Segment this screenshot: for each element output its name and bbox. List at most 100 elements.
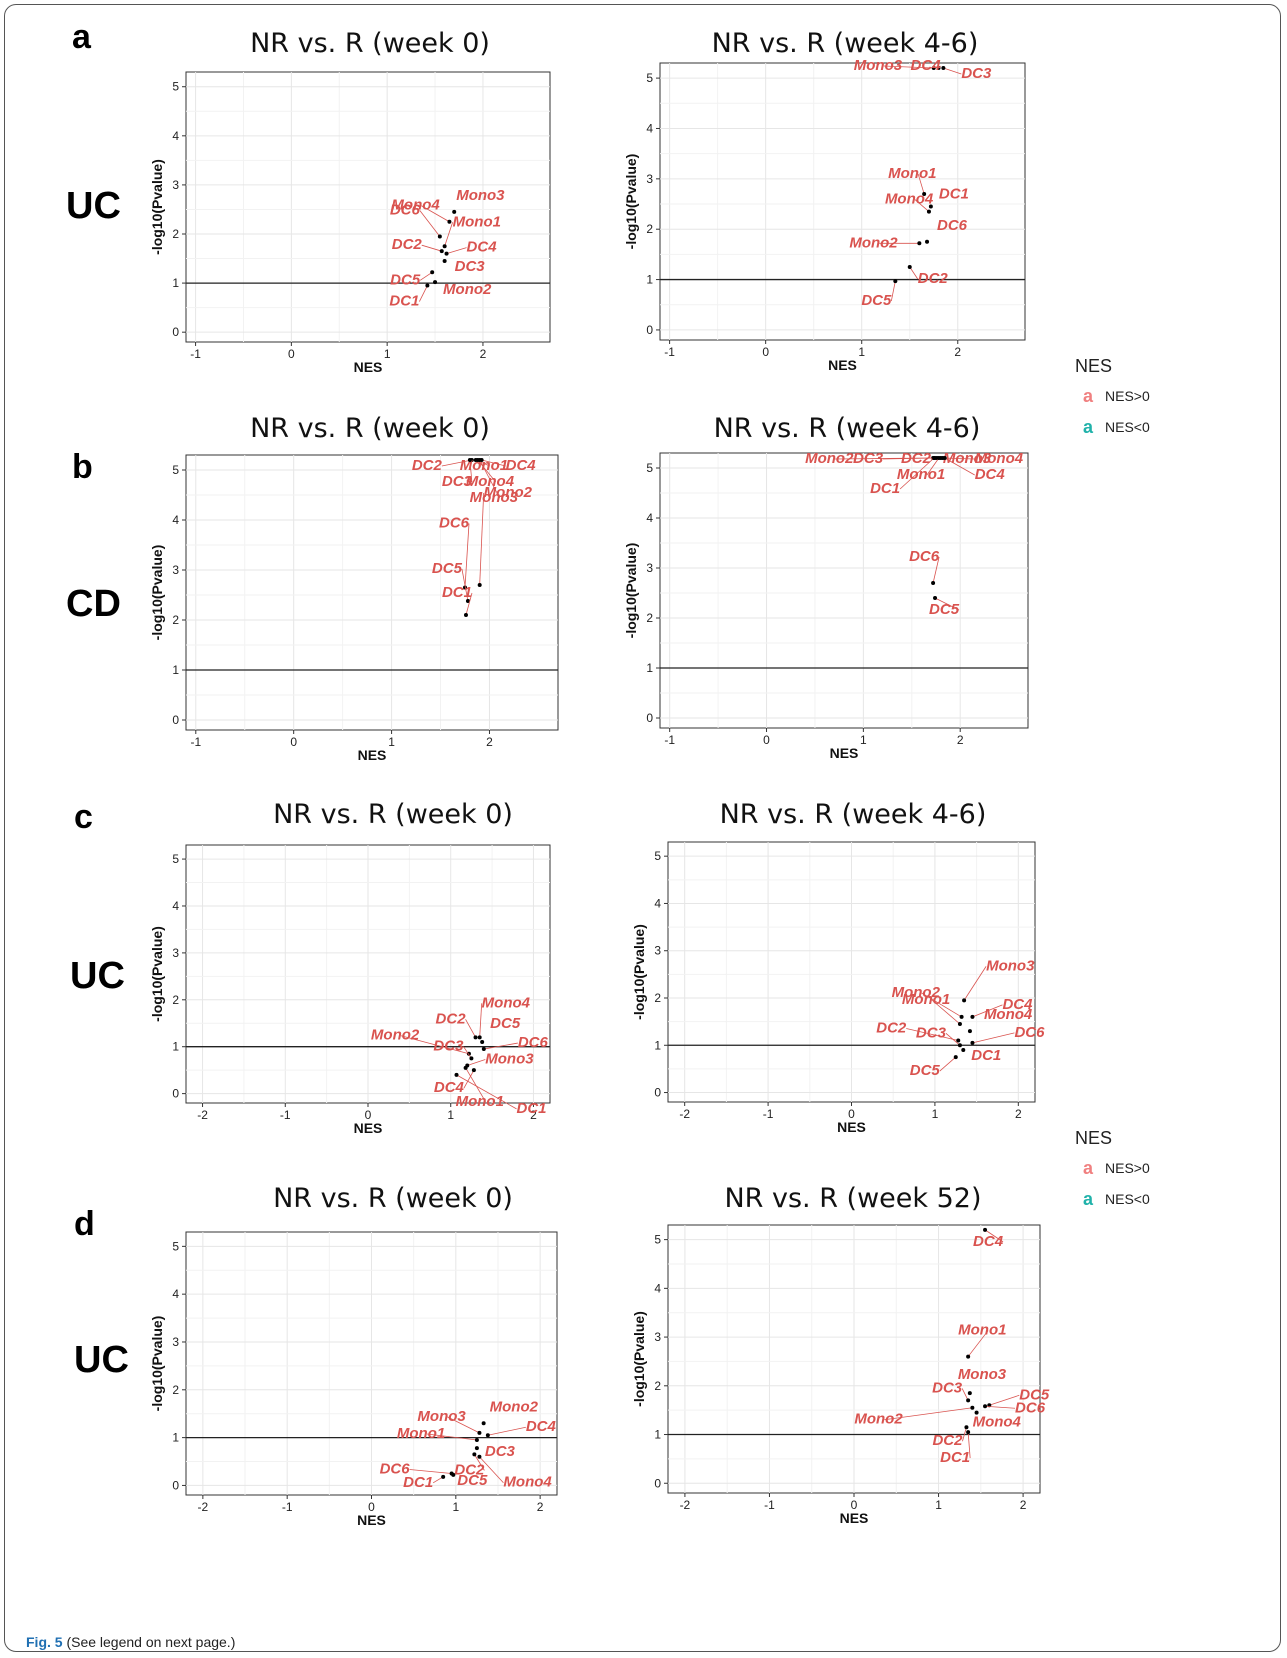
legend: NES a NES>0 a NES<0	[1075, 356, 1150, 437]
label-leader-line	[934, 597, 960, 611]
y-tick-label: 1	[646, 273, 653, 287]
legend-item-label: NES<0	[1105, 1191, 1150, 1207]
data-point	[932, 456, 937, 460]
data-point	[463, 1065, 468, 1070]
label-leader-line	[884, 1407, 973, 1421]
y-tick-label: 5	[654, 849, 661, 863]
point-label: DC1	[389, 293, 419, 310]
label-leader-line	[942, 457, 975, 460]
data-point	[970, 1014, 975, 1019]
point-label: Mono3	[854, 57, 903, 74]
data-point	[441, 1474, 446, 1479]
y-axis-label: -log10(Pvalue)	[149, 926, 165, 1022]
y-tick-label: 2	[172, 227, 179, 241]
label-leader-line	[944, 457, 975, 476]
data-point	[942, 456, 947, 460]
chart-title: NR vs. R (week 52)	[724, 1183, 981, 1214]
x-tick-label: -2	[679, 1107, 690, 1121]
figure-frame	[4, 4, 1281, 1652]
y-tick-label: 0	[172, 325, 179, 339]
chart-8: -2 -1 0 1 2 0 1 2 3 4 5 NES -log10(Pvalue) NR vs. R (…	[631, 1183, 1050, 1526]
panel-letter: d	[74, 1205, 95, 1243]
point-label: DC2	[918, 270, 949, 287]
x-tick-label: 2	[1020, 1498, 1027, 1512]
label-leader-line	[456, 1074, 517, 1110]
data-point	[931, 66, 936, 71]
point-label: Mono3	[417, 1408, 466, 1425]
x-axis-label: NES	[840, 1510, 869, 1526]
data-point	[473, 1035, 478, 1040]
label-leader-line	[943, 67, 962, 75]
data-point	[933, 596, 938, 600]
y-tick-label: 5	[172, 1239, 179, 1253]
panel-letter: c	[74, 798, 93, 836]
y-axis-label: -log10(Pvalue)	[623, 543, 639, 639]
x-tick-label: 0	[762, 345, 769, 359]
label-leader-line	[421, 244, 442, 252]
point-label: DC2	[392, 236, 423, 253]
label-leader-line	[419, 210, 441, 237]
label-leader-line	[479, 1456, 504, 1484]
data-point	[430, 270, 435, 275]
point-label: Mono1	[902, 991, 950, 1008]
y-tick-label: 5	[646, 71, 653, 85]
point-label: Mono1	[958, 1322, 1006, 1339]
x-tick-label: 1	[384, 347, 391, 361]
label-leader-line	[477, 459, 497, 483]
label-leader-line	[461, 568, 469, 602]
point-label: DC5	[432, 560, 463, 577]
data-point	[477, 1430, 482, 1435]
x-axis-label: NES	[358, 747, 387, 763]
y-tick-label: 0	[172, 713, 179, 727]
label-leader-line	[465, 1019, 476, 1038]
legend-key: a	[1083, 1158, 1094, 1178]
x-tick-label: -2	[198, 1500, 209, 1514]
label-leader-line	[467, 1059, 486, 1066]
label-leader-line	[465, 1067, 486, 1103]
data-point	[959, 1014, 964, 1019]
label-leader-line	[463, 1069, 475, 1089]
y-tick-label: 1	[654, 1038, 661, 1052]
caption-label: Fig. 5	[26, 1634, 63, 1650]
label-leader-line	[961, 1388, 969, 1401]
data-point	[481, 1047, 486, 1052]
data-point	[936, 66, 941, 71]
y-tick-label: 5	[654, 1233, 661, 1247]
x-tick-label: 2	[954, 345, 961, 359]
legend-item-label: NES>0	[1105, 1160, 1150, 1176]
chart-title: NR vs. R (week 0)	[273, 1183, 513, 1214]
plot-area	[185, 454, 559, 731]
y-axis-label: -log10(Pvalue)	[631, 924, 647, 1020]
point-label: DC5	[457, 1472, 488, 1489]
data-point	[931, 581, 936, 585]
plot-area	[659, 452, 1029, 729]
x-axis-label: NES	[354, 1120, 383, 1136]
point-label: DC5	[861, 292, 892, 309]
x-tick-label: -1	[763, 1107, 774, 1121]
chart-6: -2 -1 0 1 2 0 1 2 3 4 5 NES -log10(Pvalue) NR vs. R (…	[631, 799, 1045, 1135]
x-tick-label: 0	[763, 733, 770, 747]
y-tick-label: 4	[646, 121, 653, 135]
point-label: Mono1	[453, 213, 501, 230]
data-point	[936, 456, 941, 460]
x-tick-label: 2	[537, 1500, 544, 1514]
point-label: Mono1	[460, 457, 508, 474]
point-label: DC4	[1002, 996, 1033, 1013]
label-leader-line	[465, 592, 473, 616]
y-tick-label: 3	[172, 946, 179, 960]
y-tick-label: 4	[646, 511, 653, 525]
plot-area	[659, 62, 1026, 341]
y-tick-label: 5	[172, 80, 179, 94]
data-point	[425, 283, 430, 288]
x-tick-label: 0	[365, 1108, 372, 1122]
data-point	[917, 241, 922, 246]
data-point	[966, 1354, 971, 1359]
y-tick-label: 2	[172, 613, 179, 627]
data-point	[481, 1421, 486, 1426]
y-axis-label: -log10(Pvalue)	[149, 159, 165, 255]
x-tick-label: 0	[368, 1500, 375, 1514]
label-leader-line	[972, 1004, 1003, 1018]
x-tick-label: 2	[480, 347, 487, 361]
data-point	[437, 234, 442, 239]
row-group-label: CD	[66, 583, 121, 625]
